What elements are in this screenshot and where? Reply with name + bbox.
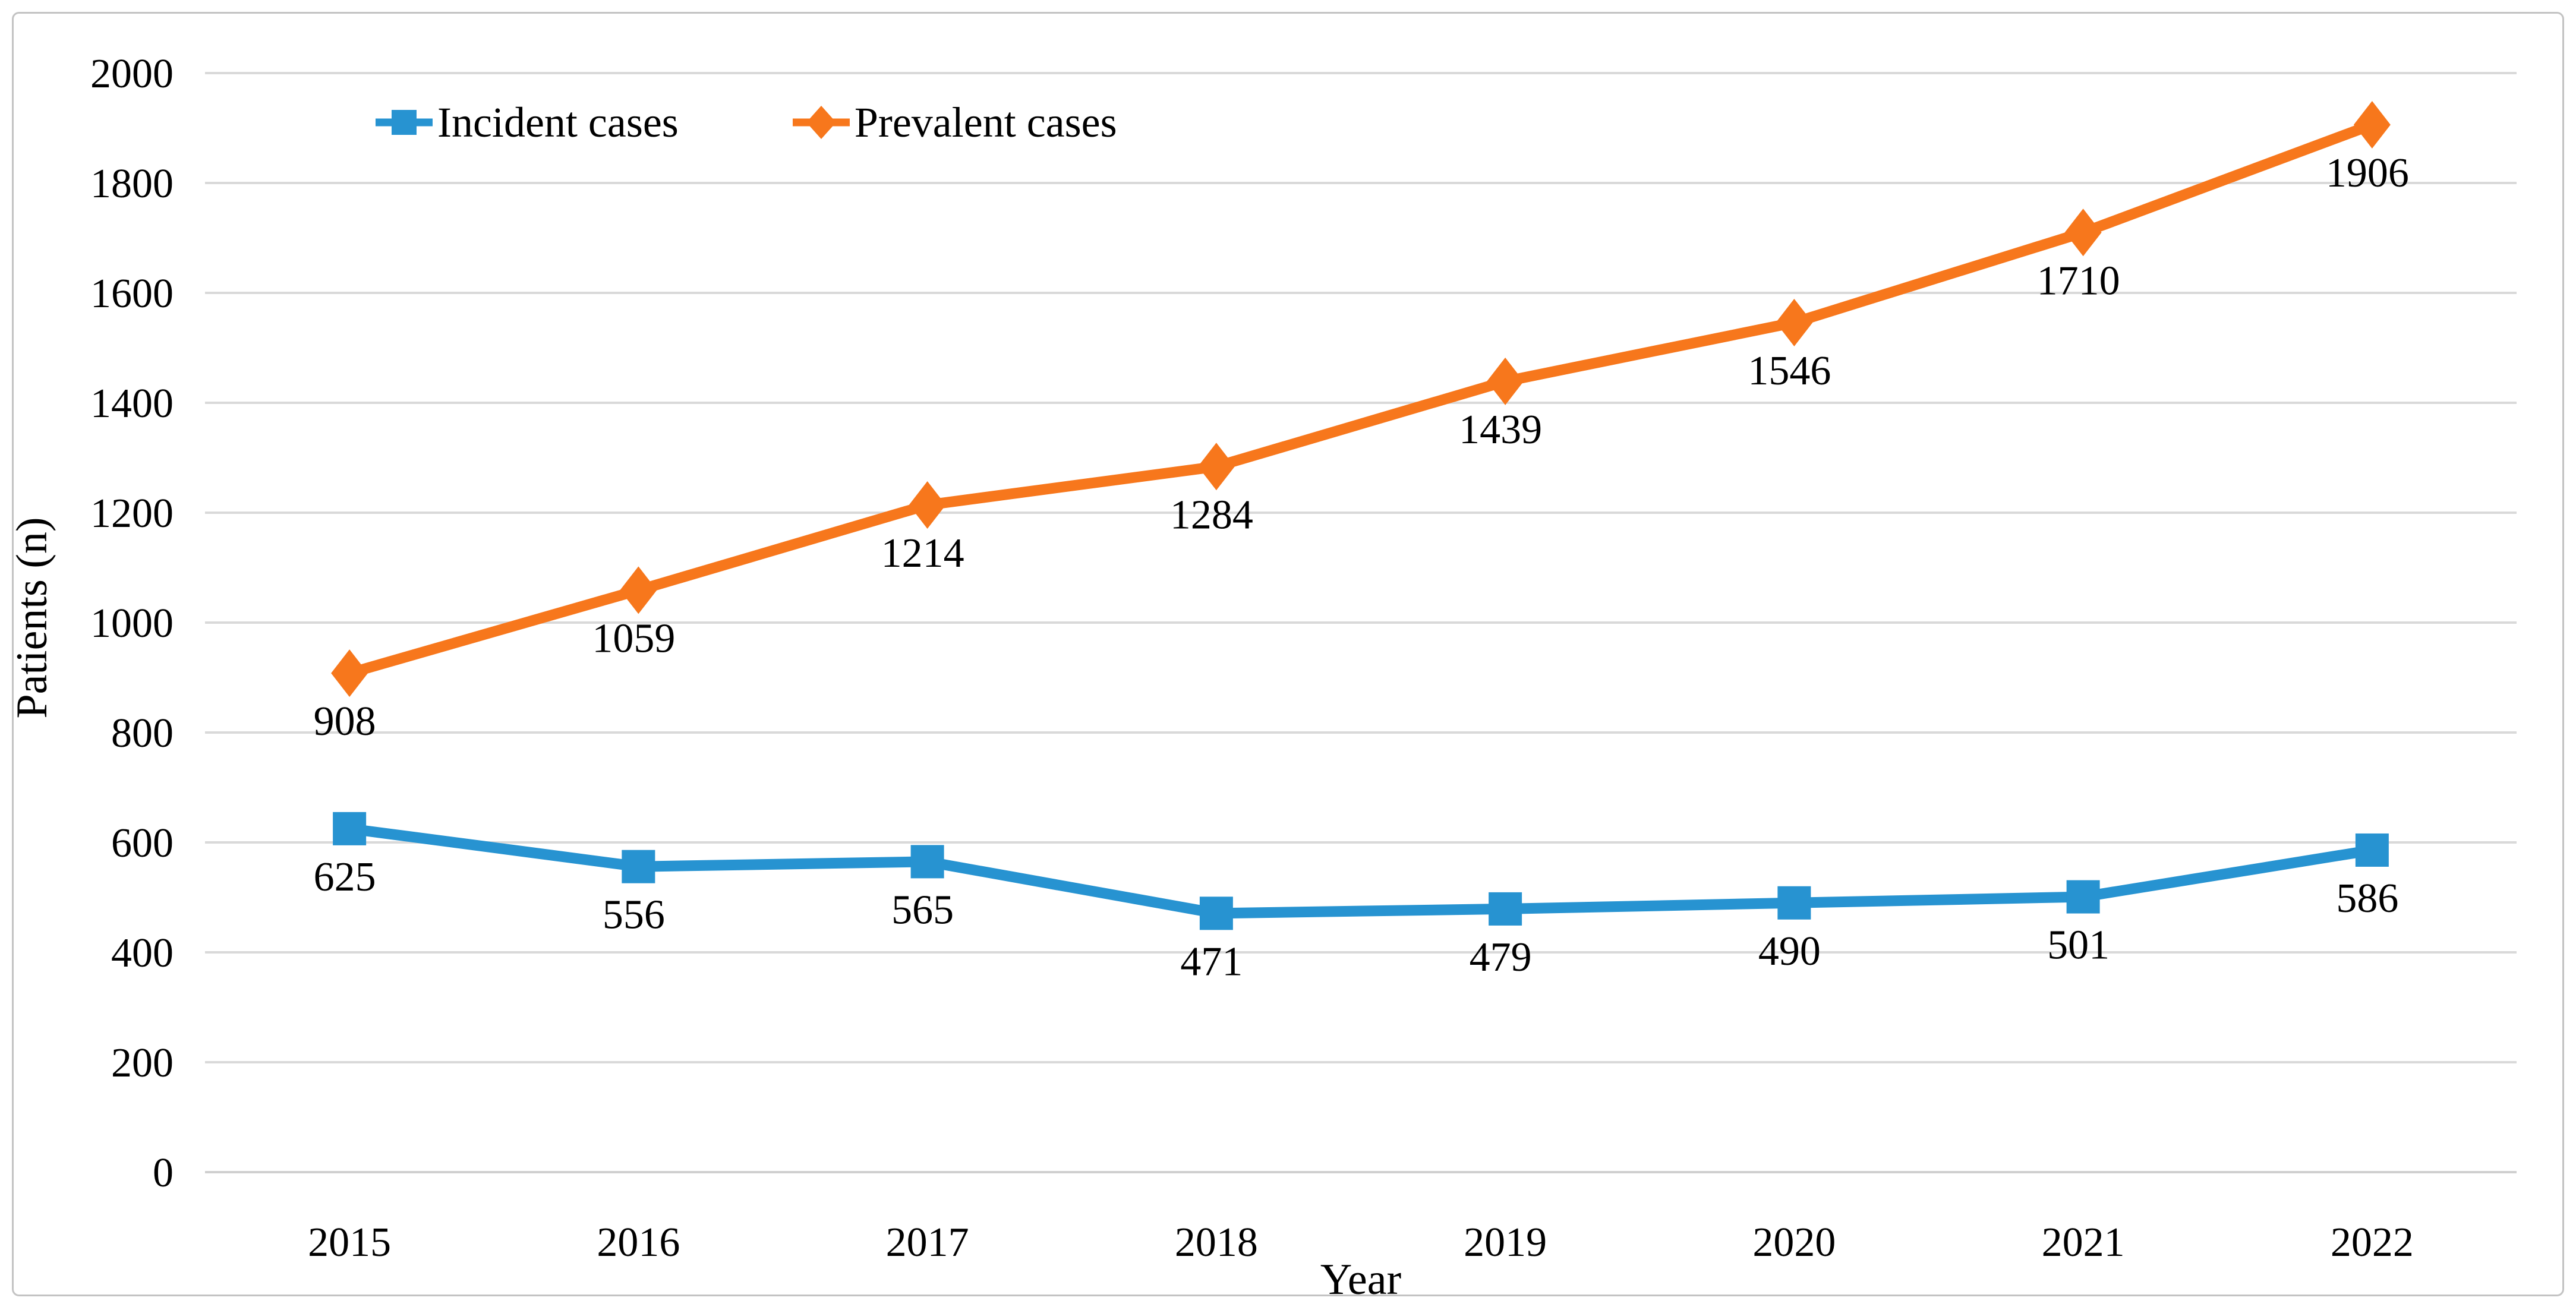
x-tick-label: 2022	[2331, 1220, 2414, 1265]
marker-diamond	[1776, 298, 1813, 346]
marker-square	[333, 812, 367, 845]
y-tick-label: 1200	[90, 491, 174, 536]
marker-square	[622, 850, 655, 883]
x-tick-label: 2019	[1464, 1220, 1547, 1265]
y-tick-label: 800	[111, 711, 174, 756]
x-tick-label: 2015	[308, 1220, 391, 1265]
y-axis-title: Patients (n)	[8, 517, 56, 718]
y-tick-label: 2000	[90, 51, 174, 97]
marker-diamond	[620, 566, 657, 614]
marker-diamond	[1487, 357, 1524, 405]
legend-label-prevalent-cases: Prevalent cases	[854, 99, 1117, 146]
x-tick-label: 2016	[597, 1220, 680, 1265]
data-label: 1439	[1459, 407, 1542, 453]
y-tick-label: 200	[111, 1040, 174, 1086]
legend-square-marker-icon	[376, 110, 433, 135]
y-tick-label: 1800	[90, 161, 174, 207]
data-label: 556	[603, 892, 665, 938]
marker-diamond	[2064, 209, 2102, 257]
legend-diamond-marker-icon	[792, 106, 850, 139]
data-label: 625	[314, 854, 376, 900]
data-label: 1710	[2037, 258, 2120, 304]
data-label: 490	[1758, 929, 1821, 974]
data-label: 908	[314, 699, 376, 744]
series-layer	[331, 100, 2391, 930]
marker-diamond	[2353, 100, 2391, 149]
marker-square	[1777, 886, 1811, 920]
data-label: 586	[2336, 876, 2398, 921]
y-tick-label: 1600	[90, 271, 174, 317]
y-tick-label: 1400	[90, 381, 174, 427]
marker-square	[910, 845, 944, 879]
y-tick-label: 600	[111, 820, 174, 866]
series-line-prevalent	[344, 119, 2378, 679]
data-label: 1906	[2326, 150, 2409, 196]
y-tick-label: 400	[111, 930, 174, 976]
x-axis-title: Year	[1320, 1255, 1401, 1304]
marker-square	[2355, 833, 2389, 867]
x-tick-label: 2017	[886, 1220, 969, 1265]
data-label: 565	[891, 887, 954, 933]
marker-diamond	[1197, 443, 1235, 491]
legend-item-incident-cases: Incident cases	[374, 101, 679, 144]
data-label: 501	[2047, 923, 2110, 968]
data-label: 1214	[881, 531, 964, 576]
y-tick-label: 0	[153, 1150, 174, 1196]
marker-square	[1199, 896, 1233, 930]
y-axis-tick-labels: 0 200 400 600 800 1000 1200 1400 1600 1800 2000	[90, 51, 174, 1196]
marker-diamond	[331, 649, 368, 697]
marker-diamond	[909, 481, 946, 529]
gridlines-layer	[205, 72, 2517, 1173]
x-tick-label: 2021	[2042, 1220, 2125, 1265]
legend-label-incident-cases: Incident cases	[437, 99, 679, 146]
data-label: 1284	[1170, 492, 1253, 538]
series-line-incident	[344, 823, 2378, 919]
x-tick-label: 2020	[1752, 1220, 1836, 1265]
data-label: 1059	[592, 615, 675, 661]
x-tick-label: 2018	[1175, 1220, 1258, 1265]
legend: Incident cases Prevalent cases	[374, 94, 1117, 151]
data-labels-layer: 625 556 565 471 479 490 501 586 908 1059 1214 1284 1…	[314, 150, 2409, 984]
marker-square	[1489, 892, 1522, 926]
x-axis-tick-labels: 2015 2016 2017 2018 2019 2020 2021 2022	[308, 1220, 2414, 1265]
y-tick-label: 1000	[90, 601, 174, 646]
legend-item-prevalent-cases: Prevalent cases	[792, 101, 1117, 144]
data-label: 479	[1470, 935, 1532, 980]
marker-square	[2066, 880, 2100, 914]
data-label: 1546	[1748, 348, 1831, 394]
data-label: 471	[1180, 939, 1243, 984]
